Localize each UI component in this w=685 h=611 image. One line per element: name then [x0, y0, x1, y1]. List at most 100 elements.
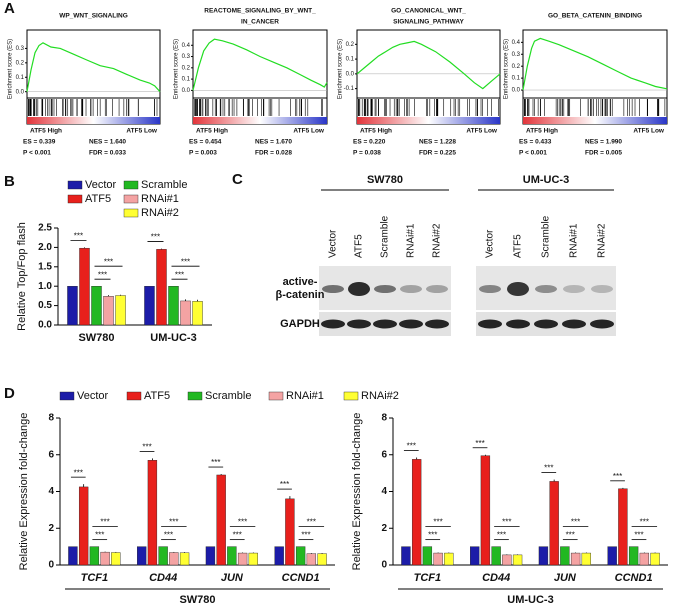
blot-band	[563, 285, 585, 293]
legend-label: RNAi#1	[286, 390, 324, 402]
bar	[433, 552, 443, 566]
sig-label: ***	[181, 257, 190, 266]
es-curve	[522, 37, 668, 91]
sig-label: ***	[211, 458, 220, 467]
bar	[78, 486, 89, 566]
x-tick-label: JUN	[554, 572, 577, 584]
lane-label: ATF5	[354, 234, 365, 258]
y-tick-label: 0.3	[512, 52, 521, 58]
sig-label: ***	[301, 531, 310, 540]
x-tick-label: CCND1	[615, 572, 653, 584]
legend-swatch	[59, 391, 75, 401]
legend-label: ATF5	[85, 193, 111, 205]
blot-band	[347, 319, 371, 329]
x-tick-label: SW780	[78, 332, 114, 344]
low-label: ATF5 Low	[466, 128, 498, 135]
sig-label: ***	[634, 531, 643, 540]
row-label: β-catenin	[276, 289, 325, 301]
rank-gradient	[193, 117, 327, 124]
y-axis-label: Enrichment score (ES)	[338, 39, 344, 99]
y-tick-label: 0.5	[38, 300, 52, 311]
sig-label: ***	[475, 439, 484, 448]
y-tick-label: 0.1	[16, 75, 25, 81]
y-tick-label: 0.0	[512, 88, 521, 94]
sig-label: ***	[307, 518, 316, 527]
y-tick-label: 0.1	[346, 57, 355, 63]
bar	[512, 554, 523, 566]
legend-swatch	[126, 391, 142, 401]
bar	[274, 546, 284, 566]
sig-label: ***	[98, 270, 107, 279]
y-tick-label: 4	[48, 486, 54, 497]
stat: NES = 1.640	[89, 139, 126, 146]
legend-swatch	[268, 391, 284, 401]
bar	[422, 546, 433, 566]
x-tick-label: TCF1	[81, 572, 109, 584]
bar	[317, 553, 327, 566]
bar	[491, 546, 501, 566]
sig-label: ***	[497, 531, 506, 540]
blot-group: UM-UC-3	[523, 174, 569, 186]
legend-label: RNAi#2	[361, 390, 399, 402]
gsea-title: REACTOME_SIGNALING_BY_WNT_	[204, 8, 316, 15]
sig-label: ***	[104, 257, 113, 266]
bar	[248, 552, 258, 566]
y-tick-label: 0.3	[16, 46, 25, 52]
low-label: ATF5 Low	[633, 128, 665, 135]
y-tick-label: -0.1	[344, 86, 355, 92]
lane-label: RNAi#2	[597, 223, 608, 258]
panel-label: B	[4, 173, 15, 190]
y-tick-label: 1.0	[38, 281, 52, 292]
y-tick-label: 0.0	[16, 89, 25, 95]
bar	[115, 295, 126, 326]
y-axis-label: Enrichment score (ES)	[174, 39, 180, 99]
y-axis-label: Relative Expression fold-change	[18, 413, 30, 571]
legend-swatch	[187, 391, 203, 401]
stat: P = 0.038	[353, 150, 381, 157]
rank-gradient	[27, 117, 160, 124]
legend-label: RNAi#2	[141, 207, 179, 219]
sig-label: ***	[74, 468, 83, 477]
blot-band	[506, 319, 530, 329]
legend-swatch	[123, 208, 139, 218]
panel-label: C	[232, 171, 243, 188]
y-tick-label: 8	[48, 413, 54, 424]
sig-label: ***	[238, 518, 247, 527]
sig-label: ***	[640, 518, 649, 527]
bar	[216, 474, 226, 566]
lane-label: RNAi#1	[569, 223, 580, 258]
bar	[111, 552, 121, 566]
sig-label: ***	[95, 531, 104, 540]
sig-label: ***	[233, 531, 242, 540]
stat: FDR = 0.028	[255, 150, 292, 157]
stat: NES = 1.228	[419, 139, 456, 146]
blot-band	[535, 285, 557, 293]
bar	[67, 286, 78, 326]
row-label: GAPDH	[280, 318, 320, 330]
es-curve	[192, 38, 328, 91]
lane-label: ATF5	[513, 234, 524, 258]
lane-label: RNAi#2	[432, 223, 443, 258]
blot-band	[425, 319, 449, 329]
lane-label: Vector	[328, 229, 339, 258]
y-axis-label: Enrichment score (ES)	[504, 39, 510, 99]
x-tick-label: CCND1	[282, 572, 320, 584]
blot-band	[348, 282, 370, 296]
panel-label: A	[4, 0, 15, 17]
stat: ES = 0.433	[519, 139, 552, 146]
sig-label: ***	[433, 518, 442, 527]
stat: P < 0.001	[23, 150, 51, 157]
row-label: active-	[283, 276, 318, 288]
legend-label: Vector	[77, 390, 109, 402]
y-tick-label: 0.1	[512, 76, 521, 82]
y-tick-label: 8	[381, 413, 387, 424]
blot-group: SW780	[367, 174, 403, 186]
lane-label: Vector	[485, 229, 496, 258]
stat: NES = 1.990	[585, 139, 622, 146]
sig-label: ***	[566, 531, 575, 540]
bar	[180, 300, 191, 326]
stat: ES = 0.454	[189, 139, 222, 146]
blot-band	[479, 285, 501, 293]
sig-label: ***	[100, 518, 109, 527]
